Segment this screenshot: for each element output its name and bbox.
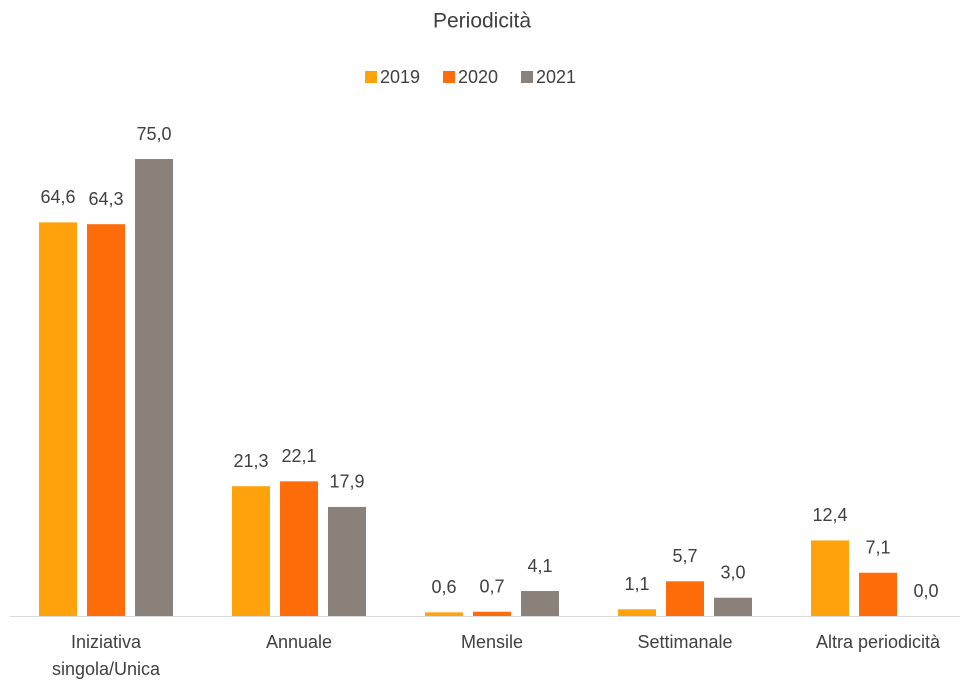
- legend-swatch: [443, 71, 455, 83]
- data-label: 22,1: [281, 446, 316, 466]
- legend-label: 2019: [380, 67, 420, 87]
- bar: [666, 581, 704, 616]
- bar: [87, 224, 125, 616]
- legend-swatch: [365, 71, 377, 83]
- data-label: 7,1: [865, 537, 890, 557]
- data-label: 75,0: [136, 124, 171, 144]
- data-label: 12,4: [812, 505, 847, 525]
- data-label: 64,3: [88, 189, 123, 209]
- data-label: 1,1: [624, 574, 649, 594]
- data-label: 0,7: [479, 576, 504, 596]
- bar: [521, 591, 559, 616]
- bar: [232, 486, 270, 616]
- bar: [859, 572, 897, 616]
- legend-label: 2021: [536, 67, 576, 87]
- x-tick-label: Settimanale: [637, 632, 732, 652]
- bar: [39, 222, 77, 616]
- bar: [135, 159, 173, 616]
- data-label: 5,7: [672, 546, 697, 566]
- x-tick-label: Iniziativa singola/Unica: [52, 632, 161, 679]
- x-tick-label: Altra periodicità: [816, 632, 941, 652]
- data-label: 4,1: [527, 556, 552, 576]
- legend-swatch: [521, 71, 533, 83]
- data-label: 0,6: [431, 577, 456, 597]
- data-label: 3,0: [720, 562, 745, 582]
- data-label: 64,6: [40, 187, 75, 207]
- chart-title: Periodicità: [433, 10, 531, 33]
- bar: [425, 612, 463, 616]
- data-label: 21,3: [233, 451, 268, 471]
- x-tick-label: Mensile: [461, 632, 523, 652]
- bar: [811, 540, 849, 616]
- bar: [473, 611, 511, 616]
- legend-label: 2020: [458, 67, 498, 87]
- bar: [618, 609, 656, 616]
- data-label: 0,0: [913, 581, 938, 601]
- data-label: 17,9: [329, 472, 364, 492]
- bar: [280, 481, 318, 616]
- bar: [714, 597, 752, 616]
- x-tick-label: Annuale: [266, 632, 332, 652]
- bar: [328, 506, 366, 616]
